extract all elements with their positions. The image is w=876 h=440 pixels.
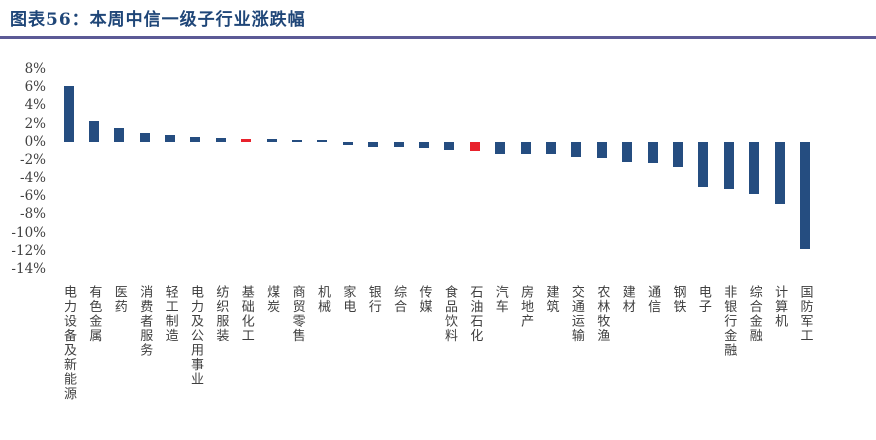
chart-bar [520,141,531,154]
x-axis-category-label: 传媒 [416,285,432,314]
chart-bar [368,141,379,147]
title-divider [0,36,876,39]
y-axis-tick-label: -12% [11,242,46,259]
figure-title: 图表56：本周中信一级子行业涨跌幅 [10,10,306,30]
x-axis-category-label: 综合金融 [746,285,762,343]
x-axis-category-label: 电力设备及新能源 [61,285,76,401]
y-axis-tick-label: 6% [24,79,46,96]
x-axis-category-label: 综合 [391,285,407,314]
chart-bar [622,141,633,162]
x-axis-category-label: 计算机 [772,285,788,329]
chart-bar [800,141,810,249]
x-axis-category-label: 有色金属 [86,285,102,343]
x-axis-category-label: 食品饮料 [441,285,457,343]
x-axis-category-label: 家电 [340,285,356,314]
chart-bar [88,120,99,142]
chart-bar-highlighted [241,139,252,142]
x-axis-category-label: 建材 [619,285,635,314]
x-axis-category-label: 建筑 [543,285,559,314]
y-axis-tick-label: -6% [20,188,46,205]
x-axis-category-label: 电子 [695,285,711,314]
x-axis-category-label: 轻工制造 [162,285,178,343]
chart-bar [292,139,303,142]
y-axis-tick-label: -14% [11,261,46,277]
y-axis-tick-label: 0% [24,133,46,150]
y-axis-tick-label: 8% [24,61,46,77]
chart-bar [495,141,506,154]
chart-bar [647,141,658,163]
y-axis-tick-label: -10% [11,224,46,241]
x-axis-category-label: 国防军工 [797,285,813,343]
x-axis-category-label: 汽车 [492,285,508,314]
chart-bar [596,141,607,159]
chart-bar [546,141,557,155]
chart-bar [749,141,760,195]
x-axis-category-label: 机械 [314,285,330,314]
chart-bar [215,138,226,142]
x-axis-category-label: 农林牧渔 [594,285,610,343]
x-axis-category-label: 医药 [111,285,127,314]
y-axis-tick-label: -2% [20,151,46,168]
chart-bar [190,137,201,142]
x-axis-category-label: 消费者服务 [137,285,153,358]
y-axis-tick-label: 2% [24,115,46,132]
chart-bar [698,141,709,188]
y-axis-tick-label: 4% [24,97,46,114]
x-axis-category-label: 石油石化 [467,285,483,343]
chart-bar [723,141,734,189]
chart-bar [673,141,684,168]
chart-bar [317,139,328,142]
x-axis-category-label: 基础化工 [238,285,254,343]
chart-bar [444,141,455,151]
y-axis-tick-label: -8% [20,206,46,223]
x-axis-category-label: 商贸零售 [289,285,305,343]
chart-bar [393,141,404,148]
chart-bar [266,139,277,142]
x-axis-category-label: 交通运输 [568,285,584,343]
chart-bar [63,86,74,142]
chart-bar [139,132,150,142]
chart-bar [419,141,430,148]
x-axis-category-label: 纺织服装 [213,285,229,343]
x-axis-category-label: 钢铁 [670,285,686,314]
x-axis-category-label: 通信 [645,285,661,314]
chart-bar [114,128,125,142]
chart-bar-highlighted [469,141,480,151]
chart-bar [571,141,582,158]
x-axis-category-label: 非银行金融 [721,285,737,358]
x-axis-category-label: 煤炭 [264,285,280,314]
y-axis-tick-label: -4% [20,170,46,187]
chart-bar [342,141,353,146]
x-axis-category-label: 房地产 [518,285,534,329]
x-axis-category-label: 电力及公用事业 [187,285,203,387]
chart-bar [165,135,176,142]
chart-bar [774,141,785,205]
x-axis-category-label: 银行 [365,285,381,314]
